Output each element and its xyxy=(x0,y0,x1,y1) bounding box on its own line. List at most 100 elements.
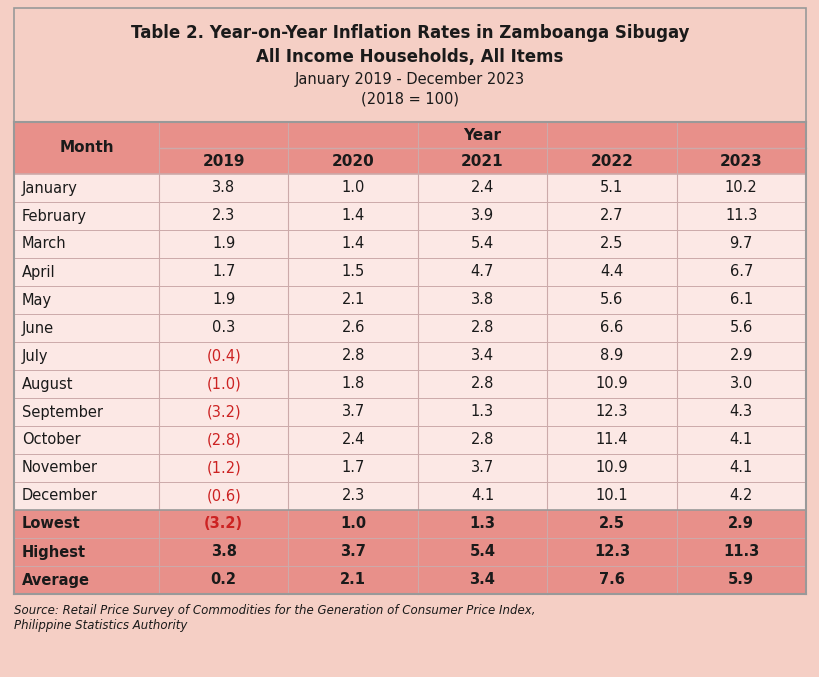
Text: 3.4: 3.4 xyxy=(469,573,495,588)
Text: 5.4: 5.4 xyxy=(469,544,495,559)
Text: 5.1: 5.1 xyxy=(600,181,622,196)
Text: 0.3: 0.3 xyxy=(212,320,235,336)
Text: 4.1: 4.1 xyxy=(470,489,494,504)
Text: January 2019 - December 2023: January 2019 - December 2023 xyxy=(295,72,524,87)
Text: 3.8: 3.8 xyxy=(210,544,237,559)
Text: 5.4: 5.4 xyxy=(470,236,494,251)
Text: 3.8: 3.8 xyxy=(470,292,494,307)
Text: 10.1: 10.1 xyxy=(595,489,627,504)
Text: 4.4: 4.4 xyxy=(600,265,622,280)
Bar xyxy=(14,258,805,286)
Text: 3.7: 3.7 xyxy=(341,404,364,420)
Text: 3.4: 3.4 xyxy=(470,349,494,364)
Text: 5.9: 5.9 xyxy=(727,573,753,588)
Text: 2021: 2021 xyxy=(460,154,503,169)
Text: January: January xyxy=(22,181,78,196)
Text: 2.4: 2.4 xyxy=(341,433,364,447)
Bar xyxy=(14,8,805,122)
Text: 2.8: 2.8 xyxy=(470,376,494,391)
Text: 5.6: 5.6 xyxy=(600,292,622,307)
Text: July: July xyxy=(22,349,48,364)
Text: 0.2: 0.2 xyxy=(210,573,237,588)
Text: 1.7: 1.7 xyxy=(341,460,364,475)
Text: 2.3: 2.3 xyxy=(212,209,235,223)
Text: 1.9: 1.9 xyxy=(212,292,235,307)
Text: Source: Retail Price Survey of Commodities for the Generation of Consumer Price : Source: Retail Price Survey of Commoditi… xyxy=(14,604,535,632)
Bar xyxy=(14,538,805,566)
Text: 2.5: 2.5 xyxy=(600,236,622,251)
Text: 1.9: 1.9 xyxy=(212,236,235,251)
Bar xyxy=(14,122,805,174)
Text: December: December xyxy=(22,489,97,504)
Text: 1.0: 1.0 xyxy=(340,517,366,531)
Text: (3.2): (3.2) xyxy=(206,404,241,420)
Bar xyxy=(14,286,805,314)
Text: 2.6: 2.6 xyxy=(341,320,364,336)
Text: May: May xyxy=(22,292,52,307)
Text: 2.9: 2.9 xyxy=(727,517,753,531)
Text: 1.8: 1.8 xyxy=(341,376,364,391)
Text: 4.1: 4.1 xyxy=(729,460,752,475)
Text: 1.4: 1.4 xyxy=(341,209,364,223)
Text: 6.6: 6.6 xyxy=(600,320,622,336)
Text: Highest: Highest xyxy=(22,544,86,559)
Text: 11.3: 11.3 xyxy=(722,544,758,559)
Text: 1.0: 1.0 xyxy=(341,181,364,196)
Text: 1.3: 1.3 xyxy=(469,517,495,531)
Text: (1.2): (1.2) xyxy=(206,460,241,475)
Text: 2.4: 2.4 xyxy=(470,181,494,196)
Text: 10.9: 10.9 xyxy=(595,460,627,475)
Text: 2.1: 2.1 xyxy=(340,573,365,588)
Bar xyxy=(14,314,805,342)
Text: 2.8: 2.8 xyxy=(470,320,494,336)
Text: 3.7: 3.7 xyxy=(470,460,494,475)
Text: (2018 = 100): (2018 = 100) xyxy=(360,92,459,107)
Text: Average: Average xyxy=(22,573,90,588)
Text: 3.0: 3.0 xyxy=(729,376,752,391)
Text: 4.3: 4.3 xyxy=(729,404,752,420)
Text: 2020: 2020 xyxy=(332,154,374,169)
Text: (3.2): (3.2) xyxy=(204,517,243,531)
Text: 1.4: 1.4 xyxy=(341,236,364,251)
Text: (1.0): (1.0) xyxy=(206,376,241,391)
Bar xyxy=(14,426,805,454)
Bar xyxy=(14,510,805,538)
Bar xyxy=(14,370,805,398)
Text: 4.7: 4.7 xyxy=(470,265,494,280)
Text: 2.1: 2.1 xyxy=(341,292,364,307)
Text: August: August xyxy=(22,376,74,391)
Text: 2.8: 2.8 xyxy=(470,433,494,447)
Text: 10.2: 10.2 xyxy=(724,181,757,196)
Text: 11.3: 11.3 xyxy=(724,209,757,223)
Text: Lowest: Lowest xyxy=(22,517,80,531)
Text: 2023: 2023 xyxy=(719,154,762,169)
Text: 2019: 2019 xyxy=(202,154,245,169)
Text: 5.6: 5.6 xyxy=(729,320,752,336)
Text: 2.7: 2.7 xyxy=(600,209,623,223)
Text: 1.7: 1.7 xyxy=(212,265,235,280)
Text: 2.3: 2.3 xyxy=(341,489,364,504)
Text: 3.7: 3.7 xyxy=(340,544,365,559)
Text: (0.6): (0.6) xyxy=(206,489,241,504)
Text: All Income Households, All Items: All Income Households, All Items xyxy=(256,48,563,66)
Text: 6.7: 6.7 xyxy=(729,265,752,280)
Bar xyxy=(14,566,805,594)
Text: 2.5: 2.5 xyxy=(598,517,624,531)
Text: 3.9: 3.9 xyxy=(470,209,494,223)
Text: 4.2: 4.2 xyxy=(729,489,752,504)
Text: 12.3: 12.3 xyxy=(595,404,627,420)
Bar xyxy=(14,398,805,426)
Text: 7.6: 7.6 xyxy=(598,573,624,588)
Text: June: June xyxy=(22,320,54,336)
Text: 6.1: 6.1 xyxy=(729,292,752,307)
Text: 1.3: 1.3 xyxy=(470,404,494,420)
Text: September: September xyxy=(22,404,103,420)
Text: 1.5: 1.5 xyxy=(341,265,364,280)
Bar xyxy=(14,174,805,202)
Bar xyxy=(14,202,805,230)
Text: Table 2. Year-on-Year Inflation Rates in Zamboanga Sibugay: Table 2. Year-on-Year Inflation Rates in… xyxy=(130,24,689,42)
Text: 8.9: 8.9 xyxy=(600,349,622,364)
Text: October: October xyxy=(22,433,80,447)
Text: February: February xyxy=(22,209,87,223)
Text: November: November xyxy=(22,460,98,475)
